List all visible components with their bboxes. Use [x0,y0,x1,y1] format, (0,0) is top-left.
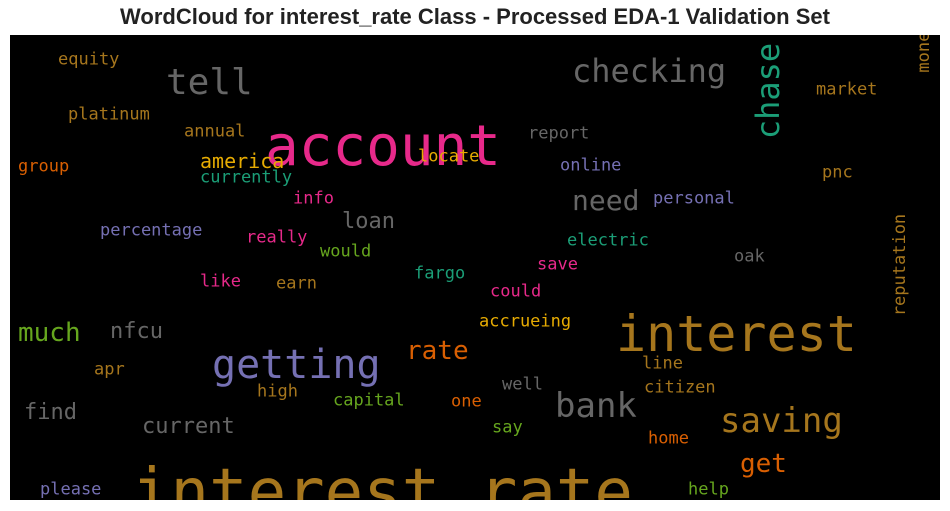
word-get: get [740,449,787,479]
word-loan: loan [342,209,395,234]
word-please: please [40,479,102,499]
word-current: current [142,414,235,439]
word-saving: saving [720,401,843,441]
word-checking: checking [572,52,727,90]
word-percentage: percentage [100,220,203,240]
word-interest-rate: interest rate [132,456,633,500]
word-bank: bank [555,386,637,426]
word-save: save [537,254,578,274]
word-reputation: reputation [890,213,910,317]
word-annual: annual [184,121,246,141]
word-oak: oak [734,246,765,266]
word-really: really [246,227,308,247]
word-equity: equity [58,49,120,69]
word-electric: electric [567,230,649,250]
word-line: line [642,353,683,373]
word-currently: currently [200,167,293,187]
word-personal: personal [653,188,735,208]
word-info: info [293,188,334,208]
word-chase: chase [749,42,787,140]
word-high: high [257,381,298,401]
word-interest: interest [616,305,857,363]
word-fargo: fargo [414,263,466,283]
word-much: much [18,318,81,348]
word-find: find [24,400,77,425]
word-america: america [200,149,285,173]
word-one: one [451,391,482,411]
word-say: say [492,417,523,437]
word-earn: earn [276,273,317,293]
word-platinum: platinum [68,104,150,124]
chart-title: WordCloud for interest_rate Class - Proc… [120,4,830,29]
word-online: online [560,155,622,175]
word-account: account [265,114,502,179]
word-home: home [648,428,689,448]
word-accrueing: accrueing [479,311,572,331]
word-money: money [914,35,934,73]
word-pnc: pnc [822,162,853,182]
word-help: help [688,479,729,499]
word-locate: locate [418,146,480,166]
word-group: group [18,156,70,176]
wordcloud-canvas: interest rate account interest getting tell c… [10,35,940,500]
word-could: could [490,281,542,301]
word-tell: tell [166,62,253,103]
word-citizen: citizen [644,377,716,397]
word-getting: getting [212,342,381,388]
word-like: like [200,271,241,291]
word-rate: rate [406,336,469,366]
word-nfcu: nfcu [110,319,163,344]
word-capital: capital [333,390,405,410]
word-report: report [528,123,590,143]
word-market: market [816,79,878,99]
word-would: would [320,241,372,261]
word-apr: apr [94,359,125,379]
word-need: need [572,184,640,217]
word-well: well [502,374,543,394]
